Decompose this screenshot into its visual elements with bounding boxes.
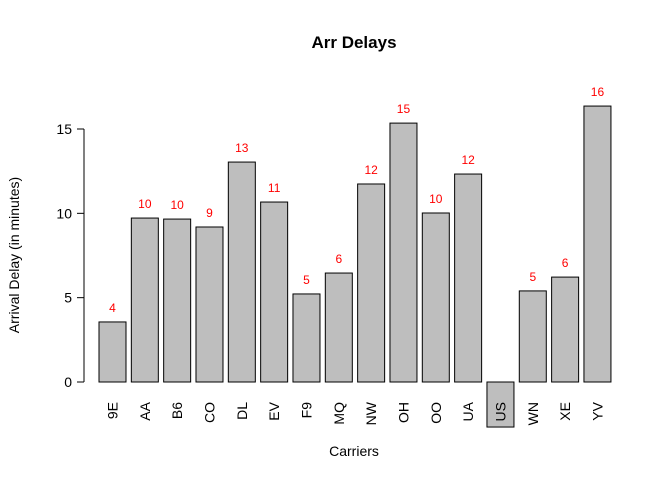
x-tick-label: NW — [363, 401, 379, 425]
bar — [583, 105, 612, 383]
bar — [130, 217, 159, 383]
x-tick-label: EV — [266, 401, 282, 420]
chart-title: Arr Delays — [311, 33, 396, 52]
value-label: 13 — [235, 141, 249, 155]
y-tick-label: 0 — [64, 374, 72, 390]
value-label: 10 — [138, 197, 152, 211]
x-tick-label: B6 — [169, 402, 185, 419]
bar — [292, 293, 321, 383]
x-tick-label: OH — [395, 402, 411, 423]
y-tick-label: 5 — [64, 290, 72, 306]
x-tick-label: 9E — [105, 402, 121, 419]
x-axis-label: Carriers — [329, 443, 379, 459]
bar — [389, 122, 418, 383]
value-label: 4 — [109, 301, 116, 315]
x-tick-label: WN — [525, 402, 541, 425]
bar — [195, 226, 224, 383]
x-tick-label: OO — [428, 402, 444, 424]
y-axis-label: Arrival Delay (in minutes) — [6, 177, 22, 333]
x-tick-label: UA — [460, 401, 476, 421]
value-label: 15 — [397, 102, 411, 116]
x-tick-label: CO — [201, 402, 217, 423]
bar — [227, 161, 256, 383]
x-tick-label: XE — [557, 402, 573, 421]
value-label: 12 — [364, 163, 378, 177]
y-tick-label: 15 — [56, 121, 72, 137]
x-tick-label: US — [492, 402, 508, 421]
x-tick-label: MQ — [331, 402, 347, 425]
bar — [454, 173, 483, 383]
bar — [163, 218, 192, 383]
value-label: 11 — [268, 181, 281, 195]
bar — [551, 276, 580, 383]
bar — [98, 321, 127, 383]
value-label: 5 — [303, 273, 310, 287]
value-label: 10 — [429, 192, 443, 206]
bar — [260, 201, 289, 383]
x-tick-label: YV — [589, 401, 605, 420]
x-tick-label: DL — [234, 402, 250, 420]
value-label: 10 — [170, 198, 184, 212]
value-label: 12 — [461, 153, 475, 167]
value-label: 9 — [206, 206, 213, 220]
value-label: 16 — [591, 85, 605, 99]
bar — [421, 212, 450, 383]
value-label: 6 — [562, 256, 569, 270]
x-tick-label: F9 — [298, 402, 314, 419]
x-tick-label: AA — [137, 401, 153, 420]
bar — [486, 381, 515, 428]
bar — [518, 290, 547, 383]
value-label: 6 — [335, 252, 342, 266]
y-tick-label: 10 — [56, 205, 72, 221]
value-label: 5 — [529, 270, 536, 284]
bar — [357, 183, 386, 383]
bar — [324, 272, 353, 383]
